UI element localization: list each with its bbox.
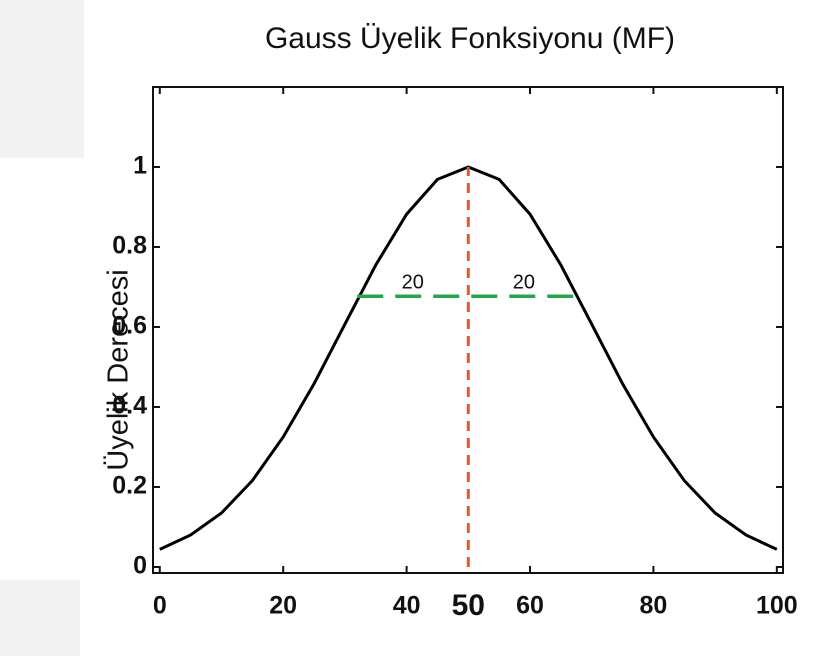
plot-frame: [152, 86, 784, 574]
y-tick-label: 0: [133, 552, 147, 580]
x-tick-label: 60: [516, 592, 544, 620]
x-tick-label: 20: [269, 592, 297, 620]
y-tick-label: 1: [133, 152, 147, 180]
y-tick-label: 0.8: [112, 232, 147, 260]
y-axis-label: Üyelik Derecesi: [103, 269, 135, 470]
center-label: 50: [452, 589, 485, 622]
side-panel: [0, 580, 80, 656]
width-label: 20: [513, 271, 535, 293]
x-tick-label: 40: [393, 592, 421, 620]
y-tick-label: 0.2: [112, 472, 147, 500]
width-label: 20: [402, 271, 424, 293]
side-panel: [0, 0, 84, 158]
x-tick-label: 100: [756, 592, 798, 620]
x-tick-label: 0: [153, 592, 167, 620]
y-tick-label: 0.6: [112, 312, 147, 340]
chart-title: Gauss Üyelik Fonksiyonu (MF): [265, 22, 675, 55]
x-tick-label: 80: [640, 592, 668, 620]
y-tick-label: 0.4: [112, 392, 147, 420]
